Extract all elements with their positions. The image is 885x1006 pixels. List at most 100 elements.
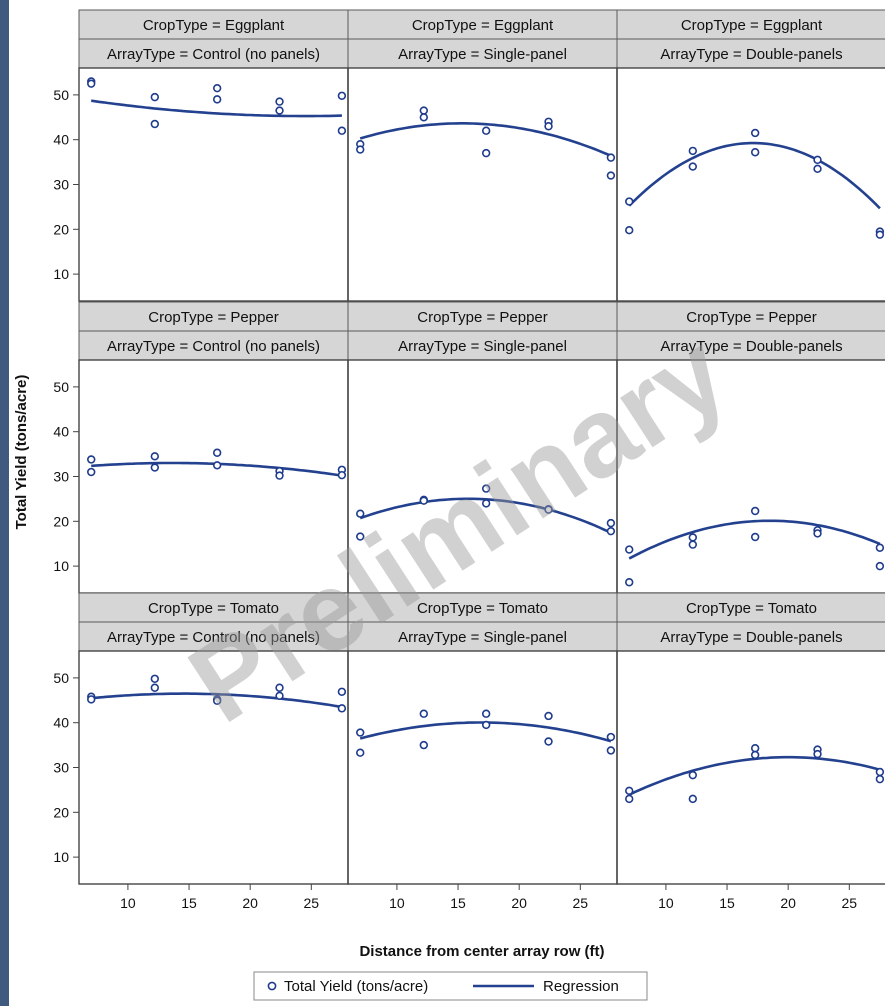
data-point bbox=[87, 455, 96, 464]
array-strip bbox=[78, 330, 349, 361]
data-point bbox=[87, 79, 96, 88]
array-strip-label: ArrayType = Control (no panels) bbox=[107, 338, 320, 355]
data-point bbox=[875, 774, 885, 784]
data-point bbox=[875, 543, 885, 552]
y-tick-label: 20 bbox=[53, 804, 69, 820]
regression-line bbox=[628, 519, 881, 560]
data-point bbox=[750, 128, 760, 138]
regression-line bbox=[91, 99, 342, 118]
facet-panel-5: CropType = Pepper ArrayType = Single-pane… bbox=[347, 301, 618, 594]
facet-panel-2: CropType = Eggplant ArrayType = Single-pa… bbox=[347, 9, 618, 302]
data-point bbox=[813, 529, 822, 538]
crop-strip-label: CropType = Pepper bbox=[686, 309, 817, 326]
crop-strip bbox=[78, 9, 349, 40]
array-strip bbox=[616, 330, 885, 361]
y-tick-label: 10 bbox=[53, 266, 69, 282]
data-point bbox=[544, 122, 553, 131]
plot-area bbox=[616, 650, 885, 885]
y-tick-label: 20 bbox=[53, 513, 69, 529]
data-point bbox=[625, 786, 634, 795]
facet-panel-6: CropType = Pepper ArrayType = Double-pane… bbox=[616, 301, 885, 594]
data-point bbox=[275, 97, 284, 106]
array-strip-label: ArrayType = Double-panels bbox=[660, 46, 842, 63]
data-point bbox=[150, 463, 160, 472]
crop-strip-label: CropType = Eggplant bbox=[412, 17, 554, 34]
data-point bbox=[419, 113, 429, 122]
data-point bbox=[87, 695, 96, 704]
array-strip-label: ArrayType = Single-panel bbox=[398, 338, 567, 355]
x-tick-label: 20 bbox=[511, 895, 527, 911]
y-tick-label: 10 bbox=[53, 558, 69, 574]
data-point bbox=[275, 106, 284, 115]
data-point bbox=[750, 148, 760, 157]
facet-panel-1: CropType = Eggplant ArrayType = Control (… bbox=[53, 9, 349, 302]
y-tick-label: 50 bbox=[53, 670, 69, 686]
data-point bbox=[625, 794, 634, 804]
facet-panel-9: CropType = Tomato ArrayType = Double-pane… bbox=[616, 592, 885, 911]
data-point bbox=[481, 709, 491, 718]
regression-line bbox=[91, 692, 343, 709]
data-point bbox=[625, 226, 634, 235]
crop-strip-label: CropType = Eggplant bbox=[681, 17, 823, 34]
data-point bbox=[356, 748, 365, 757]
data-point bbox=[688, 770, 698, 780]
data-point bbox=[275, 683, 284, 692]
data-point bbox=[481, 720, 491, 730]
crop-strip bbox=[78, 301, 349, 332]
crop-strip bbox=[347, 592, 618, 623]
x-tick-label: 15 bbox=[719, 895, 735, 911]
crop-strip bbox=[347, 301, 618, 332]
crop-strip bbox=[616, 592, 885, 623]
data-point bbox=[337, 91, 347, 100]
array-strip bbox=[616, 621, 885, 652]
data-point bbox=[813, 164, 822, 174]
array-strip bbox=[78, 38, 349, 69]
data-point bbox=[419, 709, 429, 718]
array-strip-label: ArrayType = Double-panels bbox=[660, 629, 842, 646]
data-point bbox=[356, 145, 365, 154]
array-strip-label: ArrayType = Single-panel bbox=[398, 46, 567, 63]
x-tick-label: 15 bbox=[450, 895, 466, 911]
legend-label-points: Total Yield (tons/acre) bbox=[284, 978, 428, 995]
array-strip bbox=[616, 38, 885, 69]
x-tick-label: 10 bbox=[120, 895, 136, 911]
regression-line bbox=[628, 755, 881, 796]
data-point bbox=[606, 526, 616, 536]
data-point bbox=[275, 691, 284, 701]
array-strip-label: ArrayType = Control (no panels) bbox=[107, 629, 320, 646]
data-point bbox=[688, 146, 698, 156]
data-point bbox=[544, 505, 553, 514]
y-tick-label: 30 bbox=[53, 469, 69, 485]
plot-area bbox=[347, 650, 618, 885]
data-point bbox=[688, 540, 698, 549]
chart-frame: CropType = Eggplant ArrayType = Control (… bbox=[9, 0, 885, 1006]
crop-strip-label: CropType = Pepper bbox=[417, 309, 548, 326]
crop-strip-label: CropType = Pepper bbox=[148, 309, 279, 326]
crop-strip-label: CropType = Tomato bbox=[686, 600, 817, 617]
x-tick-label: 20 bbox=[242, 895, 258, 911]
data-point bbox=[150, 674, 160, 683]
data-point bbox=[606, 153, 616, 162]
x-tick-label: 25 bbox=[842, 895, 858, 911]
data-point bbox=[337, 126, 347, 135]
legend: Total Yield (tons/acre) Regression bbox=[253, 971, 648, 1001]
data-point bbox=[356, 509, 365, 518]
crop-strip-label: CropType = Tomato bbox=[148, 600, 279, 617]
facet-panel-8: CropType = Tomato ArrayType = Single-pane… bbox=[347, 592, 618, 911]
data-point bbox=[419, 740, 429, 750]
crop-strip bbox=[616, 9, 885, 40]
data-point bbox=[606, 518, 616, 528]
data-point bbox=[150, 683, 160, 692]
plot-area bbox=[78, 67, 349, 302]
legend-box bbox=[253, 971, 648, 1001]
data-point bbox=[481, 126, 491, 135]
regression-line bbox=[359, 122, 612, 157]
regression-line bbox=[628, 141, 881, 210]
data-point bbox=[419, 496, 429, 505]
data-point bbox=[212, 696, 222, 705]
data-point bbox=[356, 728, 365, 737]
data-point bbox=[337, 470, 347, 480]
y-tick-label: 50 bbox=[53, 87, 69, 103]
data-point bbox=[625, 578, 634, 587]
data-point bbox=[813, 155, 822, 165]
